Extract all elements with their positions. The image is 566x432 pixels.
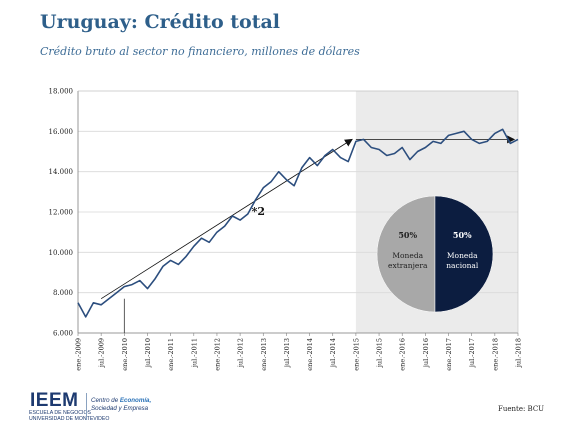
- pie-category-label: Moneda: [447, 251, 478, 260]
- x-tick-label: ene.-2013: [260, 338, 268, 371]
- x-tick-label: ene.-2012: [213, 338, 221, 371]
- x-tick-label: jul.-2014: [329, 338, 337, 368]
- logo-divider: [86, 393, 87, 420]
- pie-category-label: nacional: [446, 261, 479, 270]
- x-tick-label: ene.-2009: [75, 338, 83, 371]
- y-tick-label: 14.000: [49, 168, 74, 176]
- x-tick-label: jul.-2012: [237, 338, 245, 368]
- source-note: Fuente: BCU: [498, 405, 545, 413]
- x-tick-label: jul.-2017: [468, 338, 476, 368]
- pie-category-label: Moneda: [392, 251, 423, 260]
- x-tick-label: jul.-2011: [190, 338, 198, 368]
- y-tick-label: 10.000: [49, 249, 74, 257]
- pie-slice: [434, 195, 494, 313]
- x-tick-label: jul.-2010: [144, 338, 152, 368]
- pie-category-label: extranjera: [388, 261, 428, 270]
- pie-value-label: 50%: [453, 230, 472, 240]
- logo-school-text: ESCUELA DE NEGOCIOS UNIVERSIDAD DE MONTE…: [29, 410, 110, 422]
- x-tick-label: ene.-2011: [167, 338, 175, 371]
- x-tick-label: ene.-2014: [306, 338, 314, 371]
- trend-arrow: [100, 138, 353, 300]
- x-tick-label: ene.-2018: [491, 338, 499, 371]
- y-tick-label: 12.000: [49, 209, 74, 217]
- page-title: Uruguay: Crédito total: [40, 11, 281, 33]
- center-name: Centro de Economía, Sociedad y Empresa: [91, 397, 152, 412]
- x-tick-label: jul.-2013: [283, 338, 291, 368]
- x-tick-label: jul.-2018: [515, 338, 523, 368]
- x-tick-label: ene.-2010: [121, 338, 129, 371]
- pie-value-label: 50%: [398, 230, 417, 240]
- x-tick-label: ene.-2017: [445, 338, 453, 371]
- x-tick-label: ene.-2016: [399, 338, 407, 371]
- ieem-logo: IEEM: [30, 390, 79, 411]
- y-tick-label: 8.000: [53, 289, 73, 297]
- page-subtitle: Crédito bruto al sector no financiero, m…: [40, 45, 360, 58]
- y-tick-label: 18.000: [49, 88, 74, 96]
- x-tick-label: jul.-2009: [98, 338, 106, 368]
- series-line: [77, 128, 519, 318]
- annotation-label: *2: [252, 205, 265, 218]
- y-tick-label: 6.000: [53, 330, 73, 338]
- x-tick-label: jul.-2016: [422, 338, 430, 368]
- y-tick-label: 16.000: [49, 128, 74, 136]
- pie-slice: [376, 195, 436, 313]
- x-tick-label: jul.-2015: [376, 338, 384, 368]
- x-tick-label: ene.-2015: [352, 338, 360, 371]
